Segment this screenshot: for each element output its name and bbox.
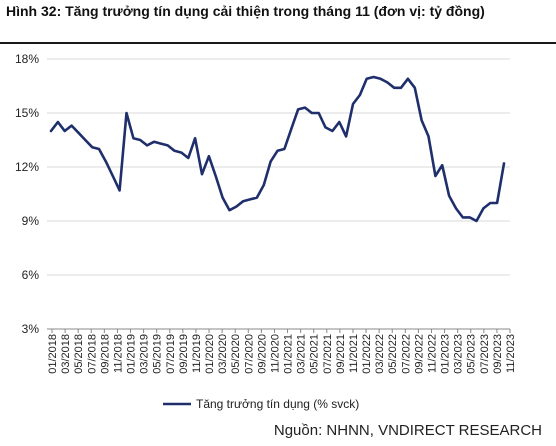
legend-label: Tăng trưởng tín dụng (% svck) bbox=[196, 397, 359, 411]
x-tick-label: 09/2022 bbox=[413, 334, 425, 374]
x-tick-label: 07/2023 bbox=[479, 334, 491, 374]
x-tick-label: 11/2018 bbox=[112, 334, 124, 373]
x-tick-label: 11/2020 bbox=[269, 334, 281, 373]
y-tick-label: 6% bbox=[22, 268, 40, 282]
y-tick-label: 3% bbox=[22, 322, 40, 336]
title-rule bbox=[0, 42, 556, 44]
x-tick-label: 03/2019 bbox=[139, 334, 151, 374]
x-tick-label: 05/2021 bbox=[309, 334, 321, 374]
y-tick-label: 15% bbox=[15, 106, 39, 120]
source-note: Nguồn: NHNN, VNDIRECT RESEARCH bbox=[273, 422, 542, 439]
x-tick-label: 01/2019 bbox=[126, 334, 138, 374]
x-tick-label: 07/2018 bbox=[86, 334, 98, 374]
x-tick-label: 03/2018 bbox=[60, 334, 72, 374]
x-tick-label: 01/2022 bbox=[361, 334, 373, 374]
x-tick-label: 05/2020 bbox=[230, 334, 242, 374]
x-tick-label: 01/2021 bbox=[283, 334, 295, 374]
y-tick-label: 9% bbox=[22, 214, 40, 228]
chart-title: Hình 32: Tăng trưởng tín dụng cải thiện … bbox=[6, 3, 485, 19]
x-tick-label: 07/2022 bbox=[400, 334, 412, 374]
x-tick-label: 11/2019 bbox=[191, 334, 203, 373]
x-tick-label: 09/2021 bbox=[335, 334, 347, 374]
x-tick-label: 09/2019 bbox=[178, 334, 190, 374]
x-tick-label: 01/2020 bbox=[204, 334, 216, 374]
y-tick-label: 18% bbox=[15, 52, 39, 66]
x-tick-label: 03/2020 bbox=[217, 334, 229, 374]
x-tick-label: 07/2019 bbox=[165, 334, 177, 374]
x-tick-label: 11/2022 bbox=[426, 334, 438, 373]
x-tick-label: 05/2019 bbox=[152, 334, 164, 374]
x-tick-label: 09/2018 bbox=[99, 334, 111, 374]
x-tick-label: 01/2018 bbox=[47, 334, 59, 374]
x-tick-label: 05/2022 bbox=[387, 334, 399, 374]
x-tick-label: 09/2020 bbox=[256, 334, 268, 374]
x-tick-label: 09/2023 bbox=[492, 334, 504, 374]
x-tick-label: 03/2022 bbox=[374, 334, 386, 374]
x-tick-label: 07/2021 bbox=[322, 334, 334, 374]
y-tick-label: 12% bbox=[15, 160, 39, 174]
x-tick-label: 11/2021 bbox=[348, 334, 360, 373]
x-tick-label: 05/2018 bbox=[73, 334, 85, 374]
x-tick-label: 07/2020 bbox=[243, 334, 255, 374]
x-tick-label: 03/2023 bbox=[453, 334, 465, 374]
x-tick-label: 11/2023 bbox=[505, 334, 517, 373]
series-line-credit-growth bbox=[49, 75, 506, 223]
x-tick-label: 03/2021 bbox=[296, 334, 308, 374]
x-tick-label: 05/2023 bbox=[466, 334, 478, 374]
x-tick-label: 01/2023 bbox=[440, 334, 452, 374]
